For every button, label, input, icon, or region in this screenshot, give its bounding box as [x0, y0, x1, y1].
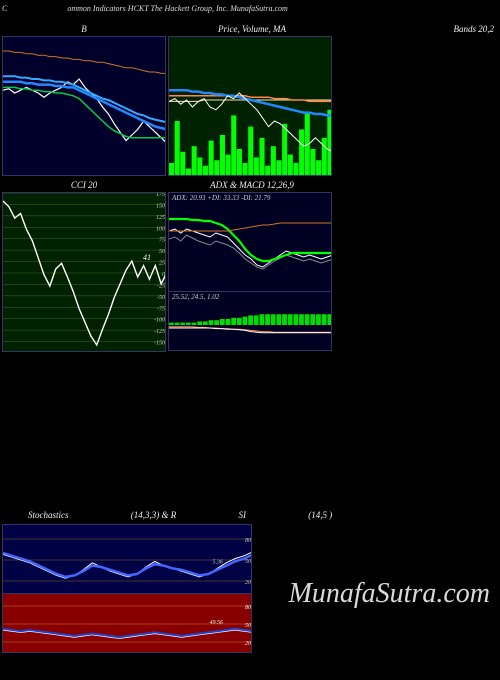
svg-text:50: 50: [245, 559, 251, 565]
chart-cci: 1751501251007550250-25-50-75-100-125-150…: [2, 192, 166, 352]
panel-title-adx: ADX & MACD 12,26,9: [168, 178, 336, 192]
stoch-title-far: SI: [239, 510, 247, 520]
svg-text:49.56: 49.56: [210, 619, 224, 626]
svg-text:50: 50: [245, 623, 251, 629]
svg-text:175: 175: [156, 193, 165, 198]
watermark: MunafaSutra.com: [289, 578, 490, 610]
chart-price-volume: [168, 36, 332, 176]
svg-text:-125: -125: [154, 329, 165, 335]
header-left: C: [2, 4, 7, 13]
svg-text:-100: -100: [154, 318, 165, 324]
svg-text:100: 100: [156, 226, 165, 232]
svg-text:75: 75: [159, 238, 165, 244]
svg-text:25: 25: [159, 261, 165, 267]
panel-title-price: Price, Volume, MA: [168, 22, 336, 36]
macd-subtitle: 25.52, 24.5, 1.02: [172, 293, 219, 301]
svg-text:50: 50: [159, 249, 165, 255]
svg-text:5.36: 5.36: [213, 560, 224, 566]
chart-bands-left: [2, 36, 166, 176]
panel-title-cci: CCI 20: [0, 178, 168, 192]
panel-title-b: B: [0, 22, 168, 36]
svg-text:-50: -50: [157, 295, 165, 301]
svg-text:80: 80: [245, 538, 251, 544]
stoch-title-row: Stochastics (14,3,3) & R SI (14,5 ): [0, 510, 500, 524]
svg-text:-150: -150: [154, 341, 165, 347]
stoch-title-end: (14,5 ): [308, 510, 332, 520]
chart-macd: 25.52, 24.5, 1.02: [168, 291, 332, 351]
svg-text:20: 20: [245, 580, 251, 586]
stoch-title-right: (14,3,3) & R: [131, 510, 177, 520]
page-header: C ommon Indicators HCKT The Hackett Grou…: [0, 0, 500, 20]
stoch-title: Stochastics: [28, 510, 69, 520]
header-center: ommon Indicators HCKT The Hackett Group,…: [67, 4, 287, 13]
panel-title-bands: Bands 20,2: [336, 22, 500, 36]
svg-text:41: 41: [143, 253, 151, 262]
svg-text:20: 20: [245, 641, 251, 647]
chart-stochastics: 20 50 80 5.36: [2, 524, 252, 594]
chart-adx: ADX: 20.93 +DI: 33.33 -DI: 21.79: [168, 192, 332, 292]
svg-text:80: 80: [245, 605, 251, 611]
svg-text:125: 125: [156, 215, 165, 221]
adx-subtitle: ADX: 20.93 +DI: 33.33 -DI: 21.79: [172, 194, 270, 202]
chart-rsi: 20 50 80 49.56: [2, 593, 252, 653]
svg-text:150: 150: [156, 203, 165, 209]
svg-text:-75: -75: [157, 306, 165, 312]
